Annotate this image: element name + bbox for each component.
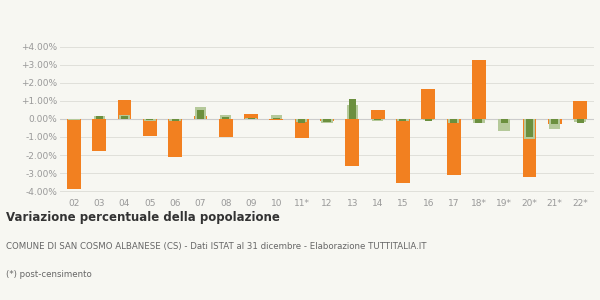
Bar bbox=[397, 119, 409, 121]
Bar bbox=[577, 119, 584, 123]
Bar bbox=[374, 119, 381, 120]
Bar bbox=[245, 118, 257, 119]
Bar bbox=[347, 105, 358, 119]
Bar bbox=[446, 119, 461, 175]
Bar bbox=[450, 119, 457, 124]
Legend: San Cosmo Albanese, Provincia di CS, Calabria: San Cosmo Albanese, Provincia di CS, Cal… bbox=[146, 0, 508, 3]
Bar bbox=[346, 119, 359, 166]
Bar bbox=[121, 116, 128, 119]
Bar bbox=[295, 119, 308, 138]
Bar bbox=[372, 119, 383, 121]
Text: Variazione percentuale della popolazione: Variazione percentuale della popolazione bbox=[6, 212, 280, 224]
Bar bbox=[269, 119, 283, 120]
Bar bbox=[396, 119, 410, 183]
Bar bbox=[271, 115, 282, 119]
Bar bbox=[400, 119, 406, 121]
Bar bbox=[475, 119, 482, 124]
Text: COMUNE DI SAN COSMO ALBANESE (CS) - Dati ISTAT al 31 dicembre - Elaborazione TUT: COMUNE DI SAN COSMO ALBANESE (CS) - Dati… bbox=[6, 242, 427, 250]
Bar bbox=[92, 119, 106, 152]
Bar bbox=[551, 119, 559, 124]
Bar bbox=[473, 119, 485, 123]
Bar bbox=[499, 119, 510, 131]
Bar bbox=[323, 119, 331, 122]
Bar bbox=[222, 117, 229, 119]
Bar bbox=[472, 60, 486, 119]
Bar bbox=[273, 118, 280, 119]
Bar bbox=[573, 101, 587, 119]
Bar bbox=[371, 110, 385, 119]
Bar bbox=[118, 100, 131, 119]
Bar bbox=[193, 116, 208, 119]
Bar bbox=[320, 119, 334, 121]
Bar bbox=[195, 107, 206, 119]
Bar bbox=[248, 118, 254, 119]
Bar bbox=[526, 119, 533, 137]
Bar bbox=[67, 119, 81, 189]
Bar bbox=[220, 115, 232, 119]
Bar bbox=[168, 119, 182, 157]
Bar bbox=[197, 110, 204, 119]
Bar bbox=[422, 119, 434, 120]
Bar bbox=[574, 119, 586, 122]
Text: (*) post-censimento: (*) post-censimento bbox=[6, 270, 92, 279]
Bar bbox=[448, 119, 459, 123]
Bar bbox=[548, 119, 562, 124]
Bar bbox=[296, 119, 307, 122]
Bar bbox=[244, 113, 258, 119]
Bar bbox=[119, 115, 130, 119]
Bar bbox=[298, 119, 305, 123]
Bar bbox=[500, 119, 508, 123]
Bar bbox=[68, 119, 80, 120]
Bar bbox=[349, 99, 356, 119]
Bar bbox=[523, 119, 536, 177]
Bar bbox=[146, 119, 154, 120]
Bar bbox=[144, 119, 155, 121]
Bar bbox=[524, 119, 535, 139]
Bar bbox=[322, 119, 332, 123]
Bar bbox=[549, 119, 560, 129]
Bar bbox=[219, 119, 233, 137]
Bar bbox=[94, 116, 105, 119]
Bar bbox=[95, 116, 103, 119]
Bar bbox=[169, 119, 181, 121]
Bar bbox=[172, 119, 179, 121]
Bar bbox=[143, 119, 157, 136]
Bar bbox=[421, 89, 435, 119]
Bar bbox=[425, 119, 432, 121]
